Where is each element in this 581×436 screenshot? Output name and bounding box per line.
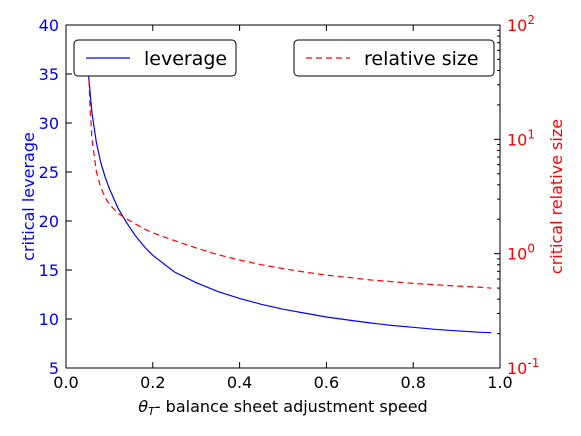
y-right-tick-label: 10-1 — [507, 356, 539, 378]
y-right-tick-label: 102 — [507, 13, 535, 35]
y-left-tick-label: 35 — [39, 65, 59, 84]
plot-frame — [65, 24, 501, 369]
y-left-tick-label: 10 — [39, 310, 59, 329]
y-left-tick-label: 40 — [39, 16, 59, 35]
y-left-axis-label: critical leverage — [19, 132, 38, 261]
series-line-relative-size — [87, 50, 492, 289]
x-tick-label: 0.8 — [400, 373, 425, 392]
legend-label: relative size — [364, 48, 479, 70]
legend-box — [293, 39, 495, 77]
x-tick-label: 0.2 — [140, 373, 165, 392]
y-right-tick-label: 101 — [507, 127, 535, 149]
y-left-tick-label: 30 — [39, 114, 59, 133]
x-axis-label: θT- balance sheet adjustment speed — [138, 397, 427, 418]
legend-label: leverage — [144, 48, 227, 70]
x-tick-label: 1.0 — [487, 373, 512, 392]
plot-area: 0.0 0.2 0.4 0.6 0.8 1.0 5 10 15 20 25 30 35 40 10-1 100… — [19, 13, 566, 418]
y-left-tick-label: 20 — [39, 212, 59, 231]
series-line-leverage — [87, 66, 492, 334]
y-left-tick-label: 25 — [39, 163, 59, 182]
x-tick-label: 0.0 — [53, 373, 78, 392]
x-tick-label: 0.4 — [227, 373, 252, 392]
y-right-axis-label: critical relative size — [547, 119, 566, 274]
x-tick-label: 0.6 — [314, 373, 339, 392]
y-left-tick-label: 15 — [39, 261, 59, 280]
y-left-tick-label: 5 — [49, 359, 59, 378]
y-right-tick-label: 100 — [507, 242, 535, 264]
legend-box — [73, 39, 237, 77]
